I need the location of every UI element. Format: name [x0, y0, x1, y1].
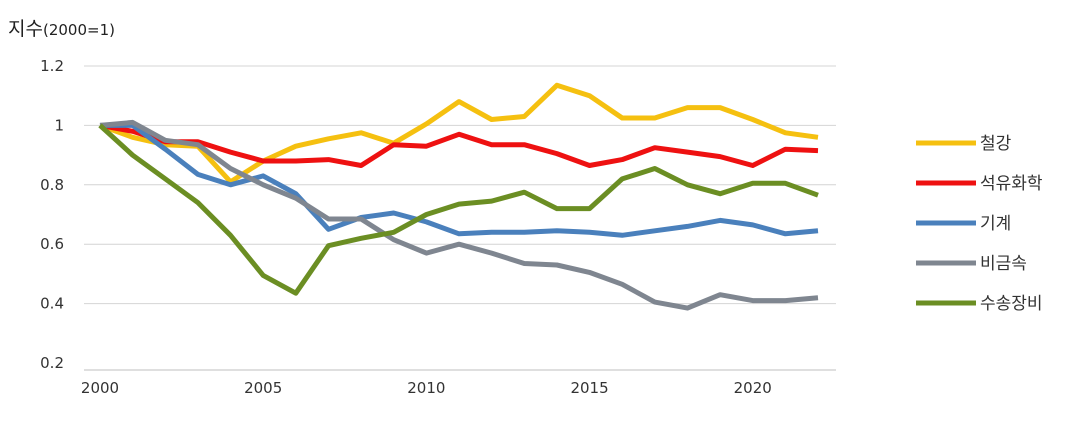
legend-label: 비금속 — [980, 254, 1027, 274]
y-tick-label: 0.8 — [40, 176, 64, 194]
series-line-석유화학 — [99, 122, 819, 168]
x-tick-labels: 2000 2005 2010 2015 2020 — [81, 379, 772, 397]
series-lines — [98, 82, 819, 311]
legend-label: 수송장비 — [980, 294, 1043, 314]
y-axis-unit: (2000=1) — [43, 21, 115, 39]
x-tick-label: 2020 — [734, 379, 772, 397]
legend-label: 기계 — [980, 214, 1011, 234]
y-tick-label: 1 — [54, 116, 64, 134]
y-axis-title: 지수(2000=1) — [8, 18, 115, 40]
y-axis-label: 지수 — [8, 18, 43, 40]
legend-label: 철강 — [980, 134, 1012, 154]
x-tick-label: 2010 — [407, 379, 445, 397]
x-tick-label: 2000 — [81, 379, 119, 397]
y-tick-label: 1.2 — [40, 57, 64, 75]
gridlines — [84, 65, 836, 305]
series-line-비금속 — [99, 119, 819, 311]
y-tick-label: 0.4 — [40, 295, 64, 313]
y-tick-label: 0.6 — [40, 235, 64, 253]
series-line-수송장비 — [98, 123, 819, 296]
legend-label: 석유화학 — [980, 174, 1043, 194]
y-tick-label: 0.2 — [40, 354, 64, 372]
series-line-기계 — [100, 122, 819, 238]
series-line-철강 — [99, 82, 819, 185]
x-tick-label: 2005 — [244, 379, 282, 397]
y-tick-labels: 0.2 0.4 0.6 0.8 1 1.2 — [40, 57, 64, 372]
svg-text:지수(2000=1): 지수(2000=1) — [8, 18, 115, 40]
x-tick-label: 2015 — [570, 379, 608, 397]
